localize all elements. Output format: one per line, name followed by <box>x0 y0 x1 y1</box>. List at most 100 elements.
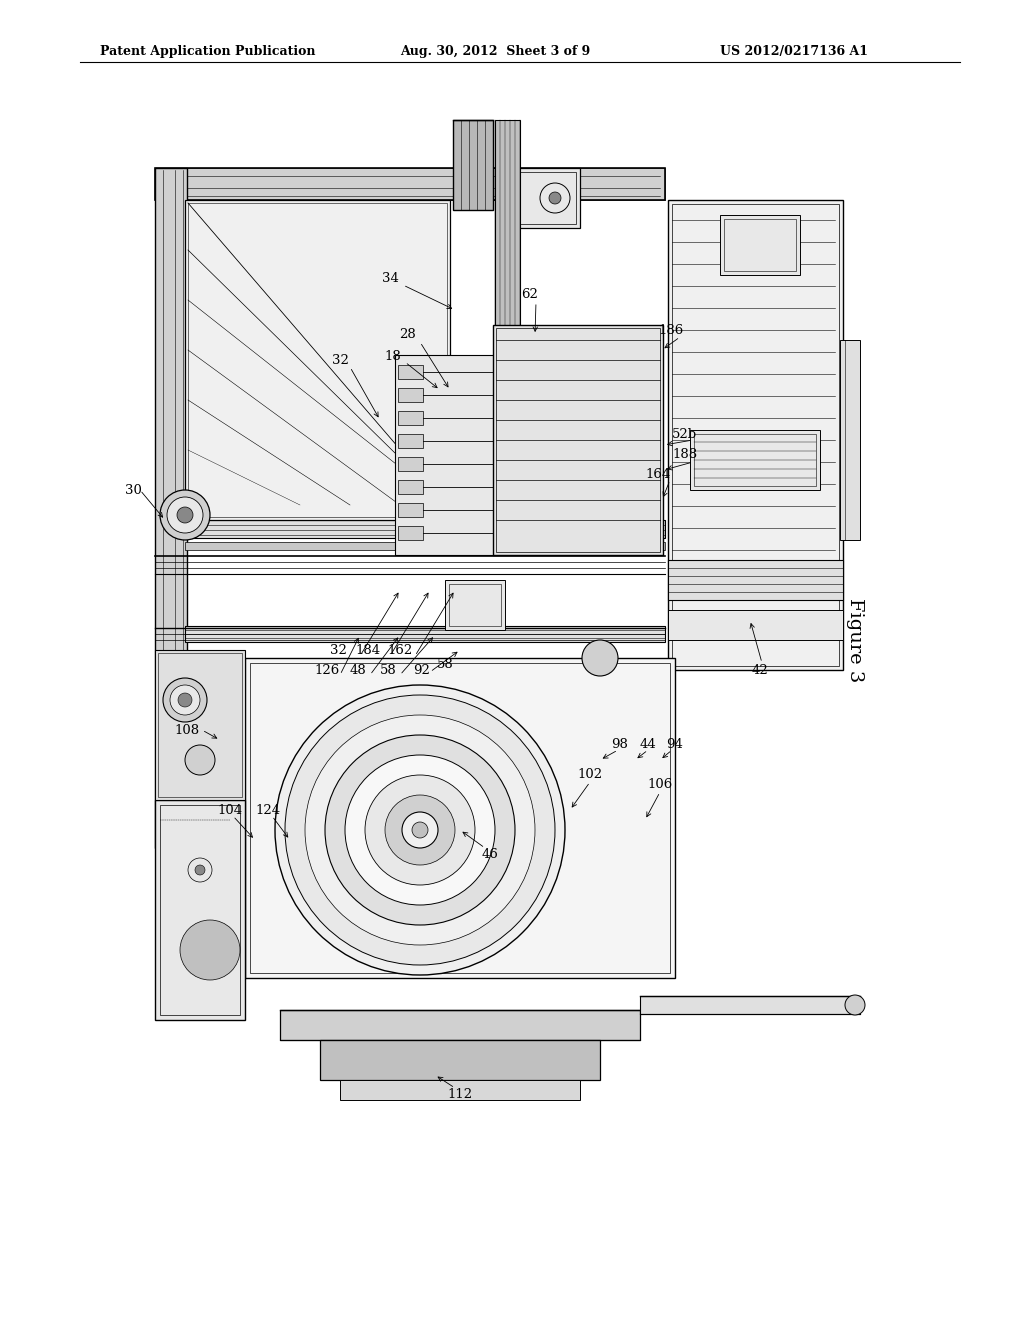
Bar <box>280 1010 640 1040</box>
Bar <box>398 434 423 447</box>
Text: 112: 112 <box>447 1089 472 1101</box>
Text: 106: 106 <box>647 779 673 792</box>
Text: 58: 58 <box>436 659 454 672</box>
Circle shape <box>177 507 193 523</box>
Bar <box>449 583 501 626</box>
Circle shape <box>163 678 207 722</box>
Bar <box>445 579 505 630</box>
Circle shape <box>345 755 495 906</box>
Circle shape <box>365 775 475 884</box>
Bar <box>496 327 660 552</box>
Text: 162: 162 <box>387 644 413 656</box>
Bar <box>188 203 447 517</box>
Text: Figure 3: Figure 3 <box>846 598 864 682</box>
Bar <box>155 649 245 800</box>
Text: 28: 28 <box>399 329 417 342</box>
Text: 18: 18 <box>385 351 401 363</box>
Bar <box>720 215 800 275</box>
Circle shape <box>582 640 618 676</box>
Bar <box>398 366 423 379</box>
Text: 42: 42 <box>752 664 768 676</box>
Bar <box>453 120 493 210</box>
Text: 108: 108 <box>175 723 200 737</box>
Bar <box>250 663 670 973</box>
Text: 34: 34 <box>382 272 398 285</box>
Circle shape <box>549 191 561 205</box>
Text: 186: 186 <box>658 323 683 337</box>
Bar <box>495 120 520 330</box>
Circle shape <box>160 490 210 540</box>
Bar <box>690 430 820 490</box>
Bar <box>398 525 423 540</box>
Text: 124: 124 <box>255 804 281 817</box>
Circle shape <box>170 685 200 715</box>
Bar <box>398 411 423 425</box>
Text: 98: 98 <box>611 738 629 751</box>
Circle shape <box>385 795 455 865</box>
Text: 164: 164 <box>645 469 671 482</box>
Text: US 2012/0217136 A1: US 2012/0217136 A1 <box>720 45 868 58</box>
Bar <box>245 657 675 978</box>
Text: 46: 46 <box>481 849 499 862</box>
Circle shape <box>305 715 535 945</box>
Bar <box>158 653 242 797</box>
Circle shape <box>195 865 205 875</box>
Text: 62: 62 <box>521 289 539 301</box>
Text: 126: 126 <box>314 664 340 676</box>
Text: 188: 188 <box>672 449 697 462</box>
Bar <box>398 388 423 403</box>
Text: 44: 44 <box>640 738 656 751</box>
Bar <box>398 503 423 517</box>
Text: 58: 58 <box>380 664 396 676</box>
Bar <box>155 168 665 201</box>
Text: 32: 32 <box>330 644 346 656</box>
Text: 92: 92 <box>414 664 430 676</box>
Bar <box>155 168 665 201</box>
Text: 104: 104 <box>217 804 243 817</box>
Circle shape <box>325 735 515 925</box>
Circle shape <box>412 822 428 838</box>
Bar <box>640 997 860 1014</box>
Circle shape <box>275 685 565 975</box>
Bar <box>185 626 665 642</box>
Text: Patent Application Publication: Patent Application Publication <box>100 45 315 58</box>
Bar <box>340 1080 580 1100</box>
Circle shape <box>845 995 865 1015</box>
Bar <box>185 520 665 539</box>
Text: Aug. 30, 2012  Sheet 3 of 9: Aug. 30, 2012 Sheet 3 of 9 <box>400 45 590 58</box>
Bar <box>398 480 423 494</box>
Text: 30: 30 <box>125 483 141 496</box>
Text: 32: 32 <box>332 354 348 367</box>
Bar <box>724 219 796 271</box>
Text: 102: 102 <box>578 768 602 781</box>
Bar <box>155 800 245 1020</box>
Bar <box>398 457 423 471</box>
Bar <box>668 610 843 640</box>
Bar <box>185 201 450 520</box>
Bar <box>155 168 187 847</box>
Bar <box>500 168 580 228</box>
Bar <box>160 805 240 1015</box>
Text: 52b: 52b <box>672 429 697 441</box>
Bar <box>840 341 860 540</box>
Bar <box>672 205 839 667</box>
Bar <box>493 325 663 554</box>
Circle shape <box>180 920 240 979</box>
Bar <box>504 172 575 224</box>
Circle shape <box>402 812 438 847</box>
Bar <box>185 543 665 550</box>
Bar <box>395 355 495 554</box>
Circle shape <box>167 498 203 533</box>
Bar <box>319 1040 600 1080</box>
Circle shape <box>285 696 555 965</box>
Bar <box>694 434 816 486</box>
Bar <box>668 201 843 671</box>
Text: 184: 184 <box>355 644 381 656</box>
Circle shape <box>178 693 193 708</box>
Polygon shape <box>193 931 234 970</box>
Circle shape <box>185 744 215 775</box>
Bar <box>155 168 187 847</box>
Bar <box>668 560 843 601</box>
Text: 94: 94 <box>667 738 683 751</box>
Text: 48: 48 <box>349 664 367 676</box>
